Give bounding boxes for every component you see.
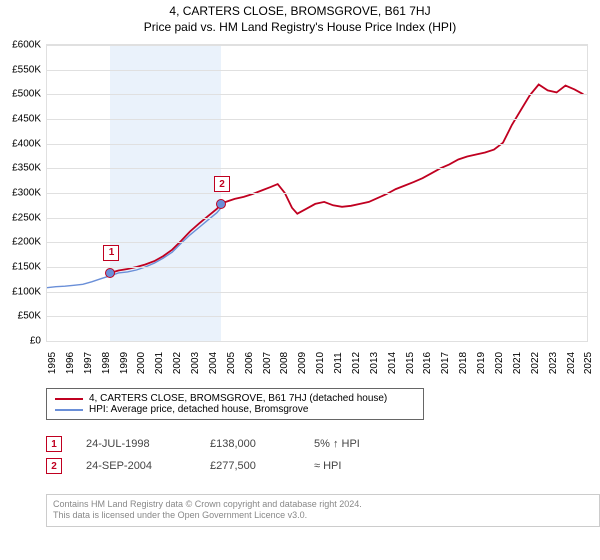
sale-date: 24-SEP-2004 (86, 460, 186, 472)
x-tick-label: 2025 (583, 352, 594, 374)
x-tick-label: 2016 (422, 352, 433, 374)
legend-swatch-subject (55, 398, 83, 400)
y-tick-label: £500K (12, 89, 47, 100)
gridline (47, 341, 587, 342)
x-tick-label: 2001 (154, 352, 165, 374)
sale-marker: 2 (214, 176, 230, 192)
y-tick-label: £600K (12, 40, 47, 51)
x-tick-label: 2011 (333, 352, 344, 374)
plot-area: £0£50K£100K£150K£200K£250K£300K£350K£400… (46, 44, 588, 342)
x-tick-label: 2014 (387, 352, 398, 374)
x-tick-label: 2005 (226, 352, 237, 374)
sale-delta: 5% ↑ HPI (314, 438, 360, 450)
x-tick-label: 2015 (405, 352, 416, 374)
x-tick-label: 2009 (297, 352, 308, 374)
gridline (47, 144, 587, 145)
sales-row: 2 24-SEP-2004 £277,500 ≈ HPI (46, 458, 360, 474)
sale-marker-icon: 2 (46, 458, 62, 474)
sale-date: 24-JUL-1998 (86, 438, 186, 450)
y-tick-label: £0 (30, 336, 47, 347)
sale-point (105, 268, 115, 278)
x-tick-label: 2013 (369, 352, 380, 374)
sale-delta: ≈ HPI (314, 460, 341, 472)
x-tick-label: 1996 (65, 352, 76, 374)
x-tick-label: 2021 (512, 352, 523, 374)
chart-title-main: 4, CARTERS CLOSE, BROMSGROVE, B61 7HJ (0, 0, 600, 18)
y-tick-label: £400K (12, 138, 47, 149)
y-tick-label: £300K (12, 188, 47, 199)
sale-point (216, 199, 226, 209)
legend-label-hpi: HPI: Average price, detached house, Brom… (89, 404, 308, 415)
sale-price: £277,500 (210, 460, 290, 472)
footer-line-2: This data is licensed under the Open Gov… (53, 510, 593, 521)
x-tick-label: 2022 (530, 352, 541, 374)
x-tick-label: 2017 (440, 352, 451, 374)
x-tick-label: 2010 (315, 352, 326, 374)
x-tick-label: 2003 (190, 352, 201, 374)
footer-note: Contains HM Land Registry data © Crown c… (46, 494, 600, 527)
y-tick-label: £450K (12, 114, 47, 125)
gridline (47, 267, 587, 268)
gridline (47, 218, 587, 219)
x-tick-label: 2002 (172, 352, 183, 374)
y-tick-label: £100K (12, 286, 47, 297)
y-tick-label: £200K (12, 237, 47, 248)
x-tick-label: 2007 (262, 352, 273, 374)
gridline (47, 316, 587, 317)
x-tick-label: 2008 (279, 352, 290, 374)
x-tick-label: 1997 (83, 352, 94, 374)
legend: 4, CARTERS CLOSE, BROMSGROVE, B61 7HJ (d… (46, 388, 424, 420)
sale-marker-icon: 1 (46, 436, 62, 452)
y-tick-label: £250K (12, 212, 47, 223)
y-tick-label: £550K (12, 64, 47, 75)
sales-table: 1 24-JUL-1998 £138,000 5% ↑ HPI 2 24-SEP-2004… (46, 436, 360, 480)
chart-title-sub: Price paid vs. HM Land Registry's House … (0, 18, 600, 34)
x-tick-label: 2020 (494, 352, 505, 374)
legend-label-subject: 4, CARTERS CLOSE, BROMSGROVE, B61 7HJ (d… (89, 393, 387, 404)
x-tick-label: 2004 (208, 352, 219, 374)
x-tick-label: 2018 (458, 352, 469, 374)
sale-marker: 1 (103, 245, 119, 261)
y-tick-label: £350K (12, 163, 47, 174)
gridline (47, 70, 587, 71)
x-tick-label: 2012 (351, 352, 362, 374)
chart-container: 4, CARTERS CLOSE, BROMSGROVE, B61 7HJ Pr… (0, 0, 600, 560)
gridline (47, 45, 587, 46)
sales-row: 1 24-JUL-1998 £138,000 5% ↑ HPI (46, 436, 360, 452)
x-tick-label: 2006 (244, 352, 255, 374)
x-tick-label: 2000 (136, 352, 147, 374)
gridline (47, 242, 587, 243)
x-tick-label: 2023 (548, 352, 559, 374)
x-tick-label: 2019 (476, 352, 487, 374)
series-line (47, 208, 221, 288)
footer-line-1: Contains HM Land Registry data © Crown c… (53, 499, 593, 510)
x-tick-label: 1998 (101, 352, 112, 374)
legend-row-hpi: HPI: Average price, detached house, Brom… (55, 404, 415, 415)
sale-price: £138,000 (210, 438, 290, 450)
x-tick-label: 1995 (47, 352, 58, 374)
gridline (47, 94, 587, 95)
gridline (47, 193, 587, 194)
legend-swatch-hpi (55, 409, 83, 411)
x-tick-label: 1999 (119, 352, 130, 374)
y-tick-label: £50K (18, 311, 47, 322)
series-line (111, 85, 584, 273)
gridline (47, 292, 587, 293)
gridline (47, 168, 587, 169)
legend-row-subject: 4, CARTERS CLOSE, BROMSGROVE, B61 7HJ (d… (55, 393, 415, 404)
x-tick-label: 2024 (566, 352, 577, 374)
gridline (47, 119, 587, 120)
y-tick-label: £150K (12, 262, 47, 273)
